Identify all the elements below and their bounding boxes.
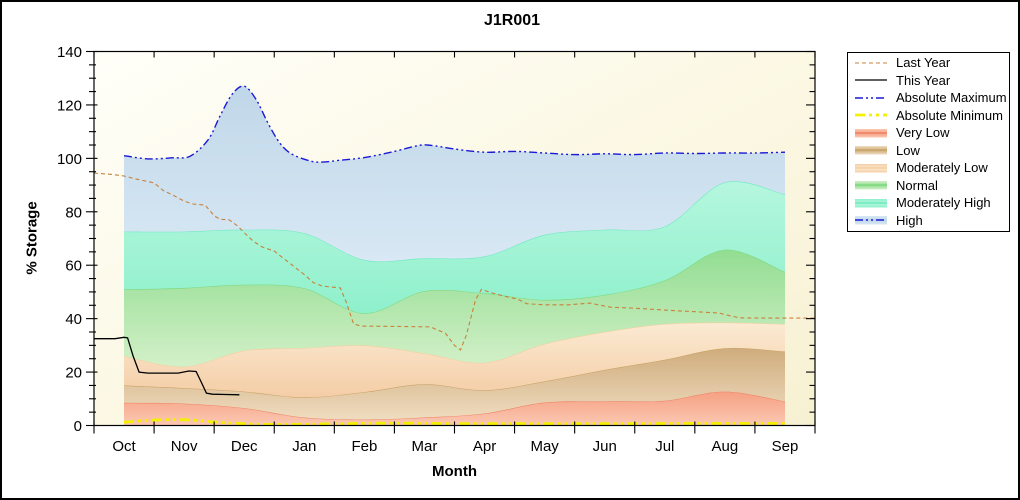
month-label: Jul — [655, 438, 674, 455]
legend-band-sample — [855, 181, 887, 190]
legend-band-sample — [855, 198, 887, 208]
legend-line-sample — [855, 97, 887, 99]
month-label: Jun — [593, 438, 617, 455]
legend-item-label: Normal — [896, 177, 938, 193]
band-moderately-high — [124, 181, 785, 314]
legend: Last Year This Year Absolute Maximum Absolu… — [847, 52, 1010, 232]
month-label: Jan — [292, 438, 316, 455]
line-this-year — [94, 336, 240, 396]
month-label: Feb — [351, 438, 377, 455]
band-normal — [124, 249, 785, 367]
legend-item-label: Last Year — [896, 55, 951, 71]
legend-band-sample — [855, 216, 887, 225]
x-axis-label: Month — [432, 463, 477, 480]
month-label: May — [530, 438, 559, 455]
y-tick-label: 60 — [65, 258, 82, 275]
month-label: Dec — [231, 438, 258, 455]
month-label: Apr — [473, 438, 496, 455]
legend-band-sample — [855, 146, 887, 155]
legend-line-sample — [855, 79, 887, 81]
legend-item-moderately-low: Moderately Low — [848, 159, 1009, 177]
y-tick-label: 0 — [74, 418, 82, 435]
legend-item-label: Moderately Low — [896, 160, 988, 176]
legend-item-last-year: Last Year — [848, 54, 1009, 72]
legend-item-normal: Normal — [848, 177, 1009, 195]
band-low — [124, 348, 785, 420]
legend-item-low: Low — [848, 142, 1009, 160]
legend-band-sample — [855, 128, 887, 138]
line-absolute-minimum — [123, 418, 785, 426]
legend-item-label: Moderately High — [896, 195, 991, 211]
legend-item-moderately-high: Moderately High — [848, 194, 1009, 212]
legend-band-sample — [855, 163, 887, 173]
legend-item-label: High — [896, 212, 923, 228]
legend-item-high: High — [848, 212, 1009, 230]
y-tick-label: 40 — [65, 311, 82, 328]
legend-item-label: Absolute Maximum — [896, 90, 1007, 106]
y-tick-label: 100 — [57, 151, 82, 168]
legend-item-label: Very Low — [896, 125, 950, 141]
y-tick-label: 80 — [65, 204, 82, 221]
month-label: Oct — [112, 438, 136, 455]
y-tick-label: 20 — [65, 365, 82, 382]
y-tick-label: 120 — [57, 97, 82, 114]
legend-item-label: Low — [896, 142, 920, 158]
line-absolute-maximum — [123, 85, 786, 163]
legend-item-label: Absolute Minimum — [896, 107, 1003, 123]
month-label: Nov — [171, 438, 198, 455]
legend-item-absolute-maximum: Absolute Maximum — [848, 89, 1009, 107]
legend-item-label: This Year — [896, 72, 951, 88]
chart-title: J1R001 — [483, 12, 541, 29]
legend-line-sample — [855, 113, 887, 117]
legend-item-very-low: Very Low — [848, 124, 1009, 142]
legend-item-absolute-minimum: Absolute Minimum — [848, 107, 1009, 125]
legend-line-sample — [855, 62, 887, 64]
band-high — [124, 86, 785, 262]
month-label: Aug — [712, 438, 739, 455]
y-tick-label: 140 — [57, 44, 82, 61]
legend-item-this-year: This Year — [848, 72, 1009, 90]
month-label: Sep — [772, 438, 799, 455]
line-last-year — [93, 172, 815, 351]
month-label: Mar — [412, 438, 438, 455]
band-very-low — [124, 391, 785, 426]
